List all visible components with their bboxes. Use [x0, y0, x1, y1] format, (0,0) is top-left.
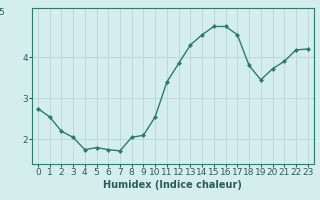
- X-axis label: Humidex (Indice chaleur): Humidex (Indice chaleur): [103, 180, 242, 190]
- Text: 5: 5: [0, 8, 4, 17]
